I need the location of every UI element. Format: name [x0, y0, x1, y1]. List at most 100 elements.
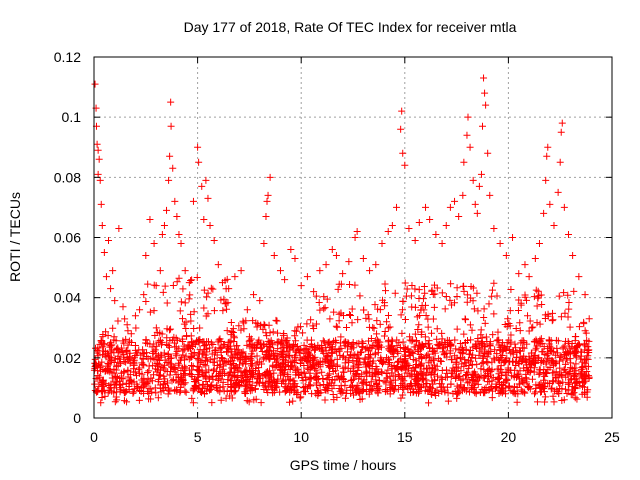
data-point [453, 325, 461, 333]
data-point [428, 329, 436, 337]
data-point [279, 355, 287, 363]
data-point [476, 374, 484, 382]
data-point [376, 341, 384, 349]
data-point [216, 370, 224, 378]
data-point [510, 388, 518, 396]
data-point [346, 281, 354, 289]
data-point [93, 367, 101, 375]
data-point [292, 337, 300, 345]
data-point [564, 380, 572, 388]
data-point [474, 307, 482, 315]
data-point [156, 329, 164, 337]
data-point [427, 357, 435, 365]
data-point [497, 356, 505, 364]
data-point [498, 351, 506, 359]
data-point [453, 284, 461, 292]
data-point [479, 358, 487, 366]
data-point [351, 281, 359, 289]
data-point [131, 352, 139, 360]
data-point [531, 390, 539, 398]
data-point [473, 360, 481, 368]
data-point [351, 234, 359, 241]
data-point [391, 376, 399, 384]
data-point [560, 396, 568, 404]
data-point [230, 334, 238, 342]
data-point [391, 289, 399, 297]
data-point [281, 276, 289, 284]
data-point [556, 353, 564, 361]
data-point [214, 261, 222, 269]
data-point [357, 348, 365, 356]
data-point [201, 373, 209, 381]
data-point [230, 364, 238, 372]
data-point [337, 280, 345, 288]
data-point [127, 338, 135, 346]
data-point [514, 307, 522, 315]
data-point [478, 360, 486, 368]
data-point [171, 365, 179, 373]
data-point [337, 382, 345, 390]
data-point [490, 279, 498, 287]
data-point [349, 338, 357, 346]
data-point [246, 387, 254, 395]
data-point [565, 386, 573, 394]
data-point [382, 370, 390, 378]
data-point [339, 352, 347, 360]
data-point [144, 355, 152, 363]
data-point [420, 283, 428, 291]
data-point [211, 347, 219, 355]
data-point [226, 338, 234, 346]
data-point [578, 390, 586, 398]
data-point [533, 319, 541, 327]
data-point [477, 331, 485, 339]
data-point [324, 339, 332, 347]
data-point [480, 342, 488, 350]
data-point [571, 349, 579, 357]
data-point [358, 343, 366, 351]
data-point [272, 316, 280, 324]
data-point [328, 246, 336, 254]
data-point [177, 356, 185, 364]
data-point [153, 368, 161, 376]
data-point [173, 212, 181, 220]
data-point [163, 334, 171, 342]
data-point [480, 74, 488, 82]
data-point [98, 221, 106, 229]
y-tick-label: 0.08 [54, 169, 81, 185]
data-point [263, 197, 271, 205]
data-point [441, 350, 449, 358]
data-point [250, 291, 258, 299]
data-point [296, 394, 304, 402]
data-point [540, 209, 548, 217]
data-point [96, 176, 104, 184]
data-point [364, 346, 372, 354]
data-point [225, 345, 233, 353]
data-point [343, 348, 351, 356]
data-point [145, 385, 153, 393]
data-point [423, 369, 431, 377]
data-point [355, 361, 363, 369]
data-point [256, 297, 264, 305]
data-point [193, 337, 200, 345]
data-point [181, 371, 189, 379]
data-point [269, 328, 277, 336]
data-point [378, 240, 386, 248]
data-point [399, 306, 407, 314]
data-point [558, 385, 566, 393]
data-point [388, 369, 396, 377]
data-point [191, 378, 199, 386]
data-point [133, 380, 141, 388]
data-point [389, 372, 397, 380]
data-point [223, 327, 231, 335]
data-point [142, 336, 150, 344]
data-point [194, 356, 202, 364]
data-point [262, 372, 270, 380]
data-point [162, 384, 170, 392]
data-point [416, 362, 424, 370]
data-point [472, 354, 480, 362]
data-point [204, 310, 212, 318]
data-point [429, 291, 437, 299]
data-point [179, 351, 187, 359]
data-point [241, 388, 249, 396]
data-point [163, 368, 171, 376]
